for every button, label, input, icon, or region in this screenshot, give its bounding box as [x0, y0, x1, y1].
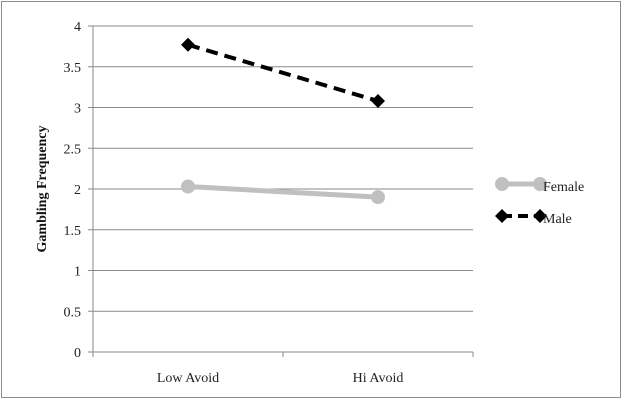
y-tick-label: 1.5: [64, 224, 82, 239]
y-tick-labels: 0 0.5 1 1.5 2 2.5 3 3.5 4: [64, 20, 82, 361]
gridlines: [93, 25, 473, 312]
x-tick-labels: Low Avoid Hi Avoid: [157, 371, 404, 386]
y-tick-label: 1: [74, 265, 81, 280]
series-group: [181, 37, 385, 205]
y-tick-label: 0.5: [64, 305, 82, 320]
series-female: [181, 179, 385, 205]
y-tick-label: 2: [74, 183, 81, 198]
legend-label: Male: [543, 212, 572, 227]
y-tick-label: 4: [74, 20, 81, 35]
data-point-male: [371, 93, 385, 108]
x-tick-label: Low Avoid: [157, 371, 219, 386]
legend-marker: [495, 177, 509, 191]
y-tick-label: 0: [74, 346, 81, 361]
series-line-female: [187, 184, 379, 200]
legend-label: Female: [543, 180, 584, 195]
data-point-male: [181, 37, 195, 52]
data-point-female: [181, 179, 195, 194]
series-male: [181, 37, 385, 108]
legend-marker: [533, 177, 547, 191]
legend: Female Male: [495, 177, 584, 227]
legend-marker: [533, 209, 547, 223]
x-tick-label: Hi Avoid: [353, 371, 404, 386]
legend-marker: [495, 209, 509, 223]
data-point-female: [371, 190, 385, 205]
y-tick-label: 3.5: [64, 61, 82, 76]
legend-item-female: Female: [495, 177, 584, 195]
y-tick-label: 3: [74, 102, 81, 117]
series-line-male: [187, 42, 379, 103]
axes: [88, 25, 474, 357]
legend-item-male: Male: [495, 209, 572, 227]
y-axis-title: Gambling Frequency: [35, 126, 50, 253]
y-tick-label: 2.5: [64, 142, 82, 157]
